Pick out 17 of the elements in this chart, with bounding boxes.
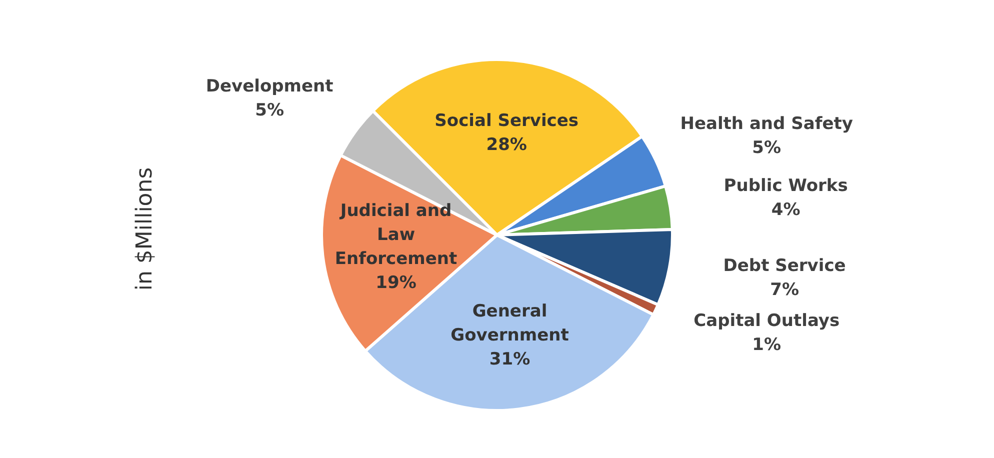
slice-label: Public Works xyxy=(724,176,848,196)
data-label: 5% xyxy=(752,138,782,158)
data-label: 7% xyxy=(770,280,799,300)
data-label: 31% xyxy=(489,349,530,370)
data-label: 1% xyxy=(752,335,782,356)
slice-label: Health and Safety xyxy=(680,114,853,134)
data-label: 4% xyxy=(771,200,800,220)
data-label: 5% xyxy=(255,100,284,120)
slice-label: Judicial and Law Enforcement xyxy=(334,201,458,270)
slice-label: Debt Service xyxy=(723,256,846,276)
slice-label: Social Services xyxy=(434,111,578,132)
slice-label: Capital Outlays xyxy=(694,311,840,332)
slice-label: General Government xyxy=(450,301,569,346)
slice-label: Development xyxy=(206,76,334,96)
data-label: 19% xyxy=(376,273,416,294)
data-label: 28% xyxy=(486,135,527,156)
text: in $Millions xyxy=(132,167,158,291)
